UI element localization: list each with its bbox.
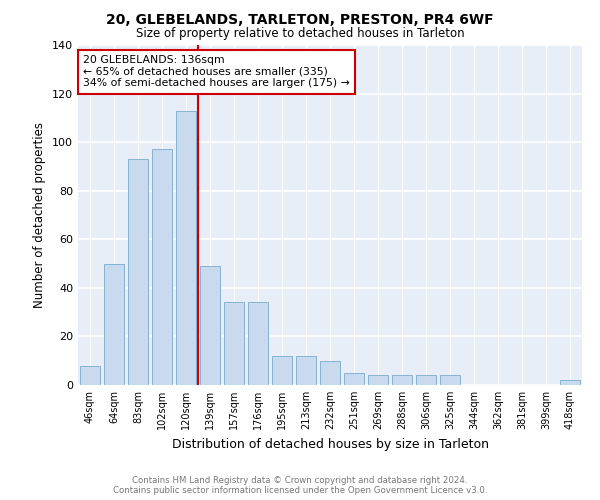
Text: 20, GLEBELANDS, TARLETON, PRESTON, PR4 6WF: 20, GLEBELANDS, TARLETON, PRESTON, PR4 6…	[106, 12, 494, 26]
Bar	[200, 266, 220, 385]
Bar	[368, 376, 388, 385]
Bar	[560, 380, 580, 385]
Bar	[344, 373, 364, 385]
Bar	[320, 360, 340, 385]
Bar	[416, 376, 436, 385]
Bar	[104, 264, 124, 385]
Bar	[80, 366, 100, 385]
Bar	[176, 110, 196, 385]
Bar	[392, 376, 412, 385]
Y-axis label: Number of detached properties: Number of detached properties	[34, 122, 46, 308]
Bar	[272, 356, 292, 385]
Bar	[440, 376, 460, 385]
Bar	[248, 302, 268, 385]
Text: 20 GLEBELANDS: 136sqm
← 65% of detached houses are smaller (335)
34% of semi-det: 20 GLEBELANDS: 136sqm ← 65% of detached …	[83, 55, 350, 88]
Bar	[224, 302, 244, 385]
Bar	[152, 150, 172, 385]
Text: Size of property relative to detached houses in Tarleton: Size of property relative to detached ho…	[136, 28, 464, 40]
Text: Contains HM Land Registry data © Crown copyright and database right 2024.
Contai: Contains HM Land Registry data © Crown c…	[113, 476, 487, 495]
Bar	[128, 159, 148, 385]
Bar	[296, 356, 316, 385]
X-axis label: Distribution of detached houses by size in Tarleton: Distribution of detached houses by size …	[172, 438, 488, 450]
